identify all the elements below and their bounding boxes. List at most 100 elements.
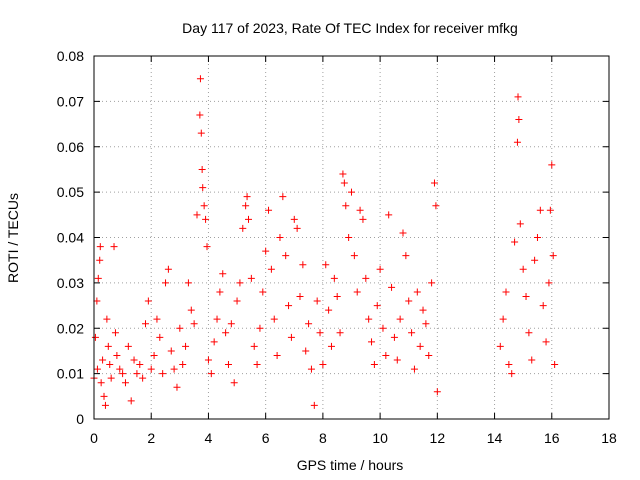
data-point <box>345 234 353 241</box>
data-point <box>393 356 401 364</box>
data-point <box>290 215 298 223</box>
plot-frame <box>93 55 610 420</box>
data-point <box>515 116 523 124</box>
data-point <box>399 229 407 237</box>
data-point <box>368 338 376 346</box>
data-point <box>430 179 438 187</box>
data-point <box>313 297 321 305</box>
data-point <box>325 306 333 314</box>
data-point <box>330 274 338 282</box>
data-point <box>425 351 433 359</box>
data-point <box>548 161 556 169</box>
data-point <box>93 365 101 373</box>
data-point <box>142 320 149 328</box>
data-point <box>511 238 519 246</box>
data-point <box>253 361 261 369</box>
data-point <box>119 370 127 378</box>
data-point <box>256 324 264 332</box>
data-point <box>245 215 252 223</box>
data-point <box>359 215 367 223</box>
x-axis-title: GPS time / hours <box>297 457 404 473</box>
data-point <box>433 388 441 396</box>
data-point <box>213 315 221 323</box>
data-point <box>514 93 522 101</box>
data-point <box>542 338 550 346</box>
data-point <box>107 374 115 382</box>
chart-title: Day 117 of 2023, Rate Of TEC Index for r… <box>182 20 518 36</box>
data-point <box>502 288 510 296</box>
data-point <box>422 320 430 328</box>
data-point <box>373 302 381 310</box>
data-point <box>385 211 393 219</box>
data-point <box>496 342 504 350</box>
x-tick-label: 4 <box>205 430 213 446</box>
data-point <box>111 329 119 337</box>
data-point <box>273 351 281 359</box>
data-point <box>370 361 378 369</box>
data-point <box>319 361 327 369</box>
data-point <box>196 111 204 119</box>
data-point <box>147 365 155 373</box>
x-tick-label: 8 <box>319 430 327 446</box>
data-point <box>197 129 205 137</box>
y-tick-label: 0.05 <box>57 184 84 200</box>
axes: 0 2 4 6 8 10 12 14 16 18 0 0.01 0.02 0.03 0.04 0.05 0.06… <box>57 48 617 446</box>
data-point <box>200 202 208 210</box>
data-point <box>265 206 273 214</box>
data-point <box>522 292 530 300</box>
data-point <box>339 170 347 178</box>
data-point <box>219 270 227 278</box>
data-point <box>379 324 387 332</box>
data-point <box>316 329 324 337</box>
data-point <box>187 306 195 314</box>
data-point <box>101 401 109 409</box>
data-point <box>182 342 190 350</box>
data-point <box>113 351 121 359</box>
data-point <box>327 342 335 350</box>
data-point <box>136 361 144 369</box>
data-point <box>250 342 258 350</box>
data-point <box>210 338 218 346</box>
data-point <box>279 193 287 201</box>
data-point <box>376 265 384 273</box>
y-tick-label: 0.07 <box>57 93 84 109</box>
data-point <box>505 361 513 369</box>
data-point <box>176 324 184 332</box>
data-point <box>296 292 304 300</box>
x-tick-label: 12 <box>430 430 446 446</box>
y-tick-label: 0.01 <box>57 366 84 382</box>
data-point <box>184 279 192 287</box>
data-point <box>179 361 187 369</box>
x-tick-label: 10 <box>372 430 388 446</box>
data-point <box>203 243 211 251</box>
data-point <box>528 356 536 364</box>
data-point <box>97 379 105 387</box>
data-point <box>162 279 170 287</box>
data-point <box>348 188 355 196</box>
data-point <box>94 274 102 282</box>
data-point <box>96 243 104 251</box>
data-point <box>533 234 541 241</box>
data-point <box>104 342 112 350</box>
data-point <box>516 220 524 228</box>
data-point <box>202 215 210 223</box>
data-point <box>199 184 207 192</box>
data-point <box>233 297 241 305</box>
data-point <box>267 265 275 273</box>
data-point <box>207 370 215 378</box>
y-tick-label: 0 <box>76 411 84 427</box>
data-point <box>536 206 544 214</box>
data-point <box>110 243 118 251</box>
data-point <box>270 315 278 323</box>
data-point <box>190 320 198 328</box>
data-point <box>546 206 554 214</box>
data-point <box>350 252 358 260</box>
data-point <box>333 292 341 300</box>
data-point <box>336 329 344 337</box>
x-tick-label: 2 <box>147 430 155 446</box>
data-point <box>204 356 212 364</box>
data-point <box>499 315 507 323</box>
data-point <box>413 288 421 296</box>
data-point <box>150 351 158 359</box>
